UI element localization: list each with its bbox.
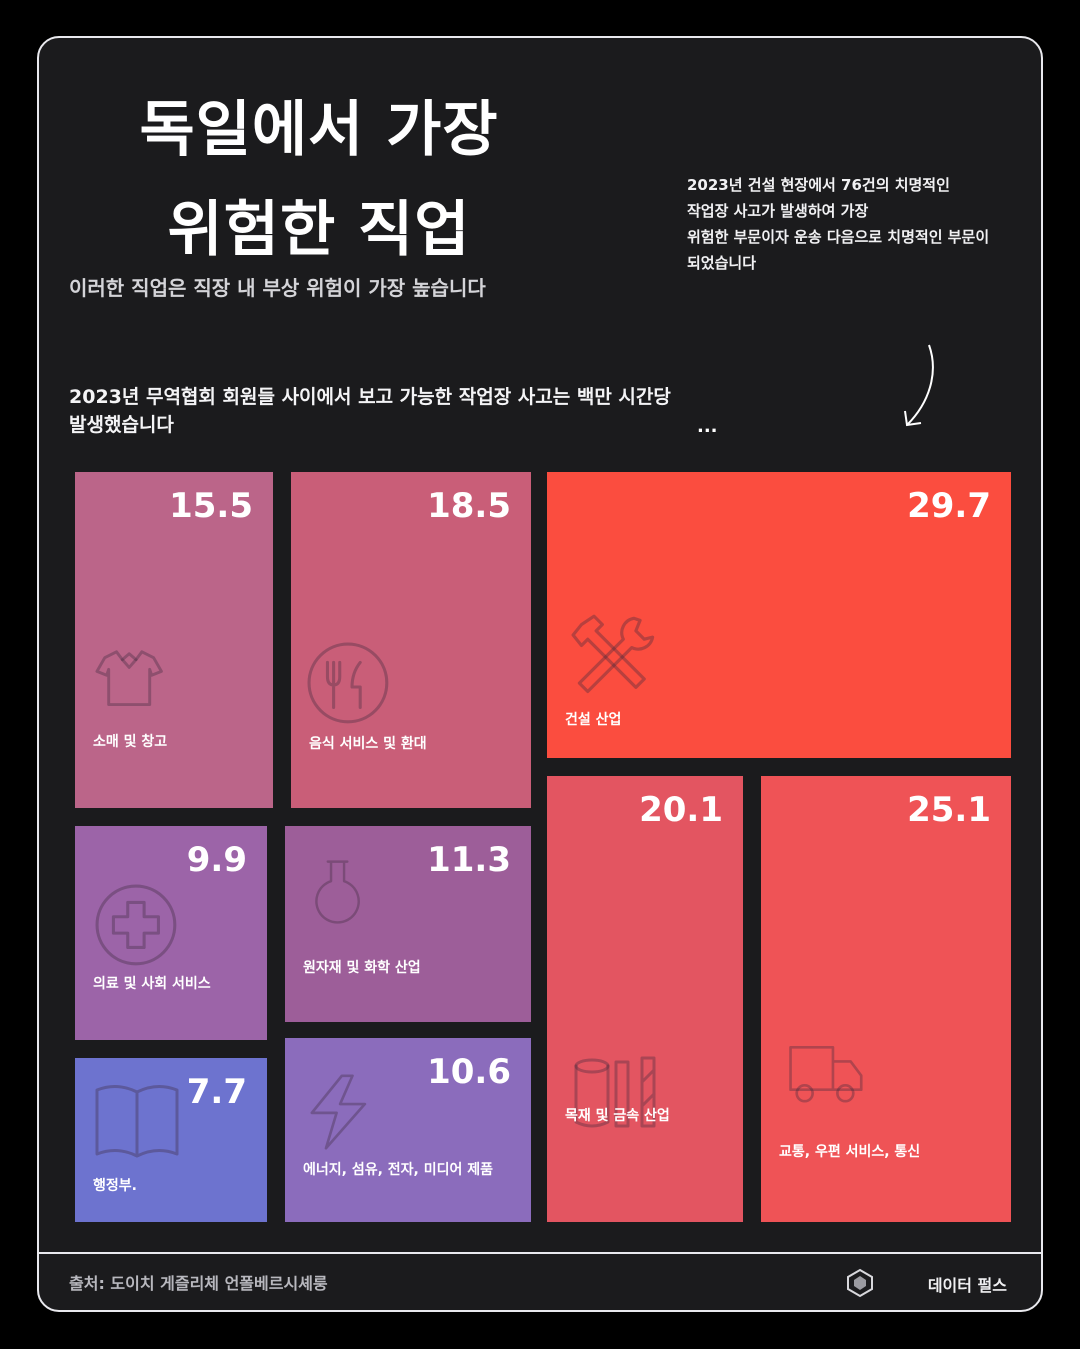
tile-value: 25.1 xyxy=(907,790,991,830)
tile-label: 에너지, 섬유, 전자, 미디어 제품 xyxy=(303,1162,494,1178)
tile-value: 9.9 xyxy=(186,840,247,880)
tile-value: 11.3 xyxy=(427,840,511,880)
tile-label: 소매 및 창고 xyxy=(93,734,168,750)
subtitle: 이러한 직업은 직장 내 부상 위험이 가장 높습니다 xyxy=(69,276,486,300)
infographic-card: 독일에서 가장 위험한 직업 이러한 직업은 직장 내 부상 위험이 가장 높습… xyxy=(37,36,1043,1312)
tile-label: 교통, 우편 서비스, 통신 xyxy=(779,1144,921,1160)
tile-label: 건설 산업 xyxy=(565,712,622,728)
title-line-2: 위험한 직업 xyxy=(167,195,471,265)
fork-knife-icon xyxy=(307,642,389,724)
lead-text: 2023년 무역협회 회원들 사이에서 보고 가능한 작업장 사고는 백만 시간… xyxy=(69,383,709,439)
treemap-tile: 7.7 행정부. xyxy=(75,1058,267,1222)
brand-name: 데이터 펄스 xyxy=(927,1276,1007,1295)
footer-divider xyxy=(39,1252,1041,1254)
page-title: 독일에서 가장 위험한 직업 xyxy=(79,80,559,280)
lead-line: 2023년 무역협회 회원들 사이에서 보고 가능한 작업장 사고는 백만 시간… xyxy=(69,386,671,408)
tile-label: 음식 서비스 및 환대 xyxy=(309,736,427,752)
tile-label: 목재 및 금속 산업 xyxy=(565,1108,670,1124)
tile-value: 15.5 xyxy=(169,486,253,526)
treemap-tile: 18.5 음식 서비스 및 환대 xyxy=(291,472,531,808)
tile-label: 행정부. xyxy=(93,1178,137,1194)
treemap-tile: 9.9 의료 및 사회 서비스 xyxy=(75,826,267,1040)
treemap-chart: 15.5 소매 및 창고 18.5 음식 서비스 및 환대 29.7 건설 산업 9.9 의료… xyxy=(39,38,1041,1310)
title-line-1: 독일에서 가장 xyxy=(139,95,499,165)
tile-value: 20.1 xyxy=(639,790,723,830)
side-note-line: 2023년 건설 현장에서 76건의 치명적인 xyxy=(687,176,950,194)
treemap-tile: 15.5 소매 및 창고 xyxy=(75,472,273,808)
treemap-tile: 25.1 교통, 우편 서비스, 통신 xyxy=(761,776,1011,1222)
tile-value: 29.7 xyxy=(907,486,991,526)
tile-label: 의료 및 사회 서비스 xyxy=(93,976,211,992)
treemap-tile: 10.6 에너지, 섬유, 전자, 미디어 제품 xyxy=(285,1038,531,1222)
treemap-tile: 20.1 목재 및 금속 산업 xyxy=(547,776,743,1222)
treemap-tile: 29.7 건설 산업 xyxy=(547,472,1011,758)
source-text: 출처: 도이치 게즐리체 언폴베르시셰룽 xyxy=(69,1274,328,1293)
wood-metal-icon xyxy=(574,1056,656,1128)
lead-line: 발생했습니다 xyxy=(69,414,174,436)
curved-arrow-icon xyxy=(904,344,934,427)
medical-cross-icon xyxy=(95,884,177,966)
side-note-line: 위험한 부문이자 운송 다음으로 치명적인 부문이 xyxy=(687,228,990,246)
truck-icon xyxy=(789,1045,863,1103)
tools-icon xyxy=(571,614,655,694)
side-note-line: 작업장 사고가 발생하여 가장 xyxy=(687,202,869,220)
treemap-tile: 11.3 원자재 및 화학 산업 xyxy=(285,826,531,1022)
tile-value: 18.5 xyxy=(427,486,511,526)
shirt-icon xyxy=(95,650,163,707)
book-icon xyxy=(95,1085,179,1158)
side-note-line: 되었습니다 xyxy=(687,254,757,272)
tile-label: 원자재 및 화학 산업 xyxy=(303,960,421,976)
tile-value: 7.7 xyxy=(186,1072,247,1112)
brand-logo-icon xyxy=(847,1268,873,1298)
flask-icon xyxy=(315,860,360,924)
ellipsis: ... xyxy=(697,416,718,437)
tile-value: 10.6 xyxy=(427,1052,511,1092)
side-note: 2023년 건설 현장에서 76건의 치명적인 작업장 사고가 발생하여 가장 … xyxy=(687,172,1027,276)
lightning-icon xyxy=(310,1074,367,1150)
